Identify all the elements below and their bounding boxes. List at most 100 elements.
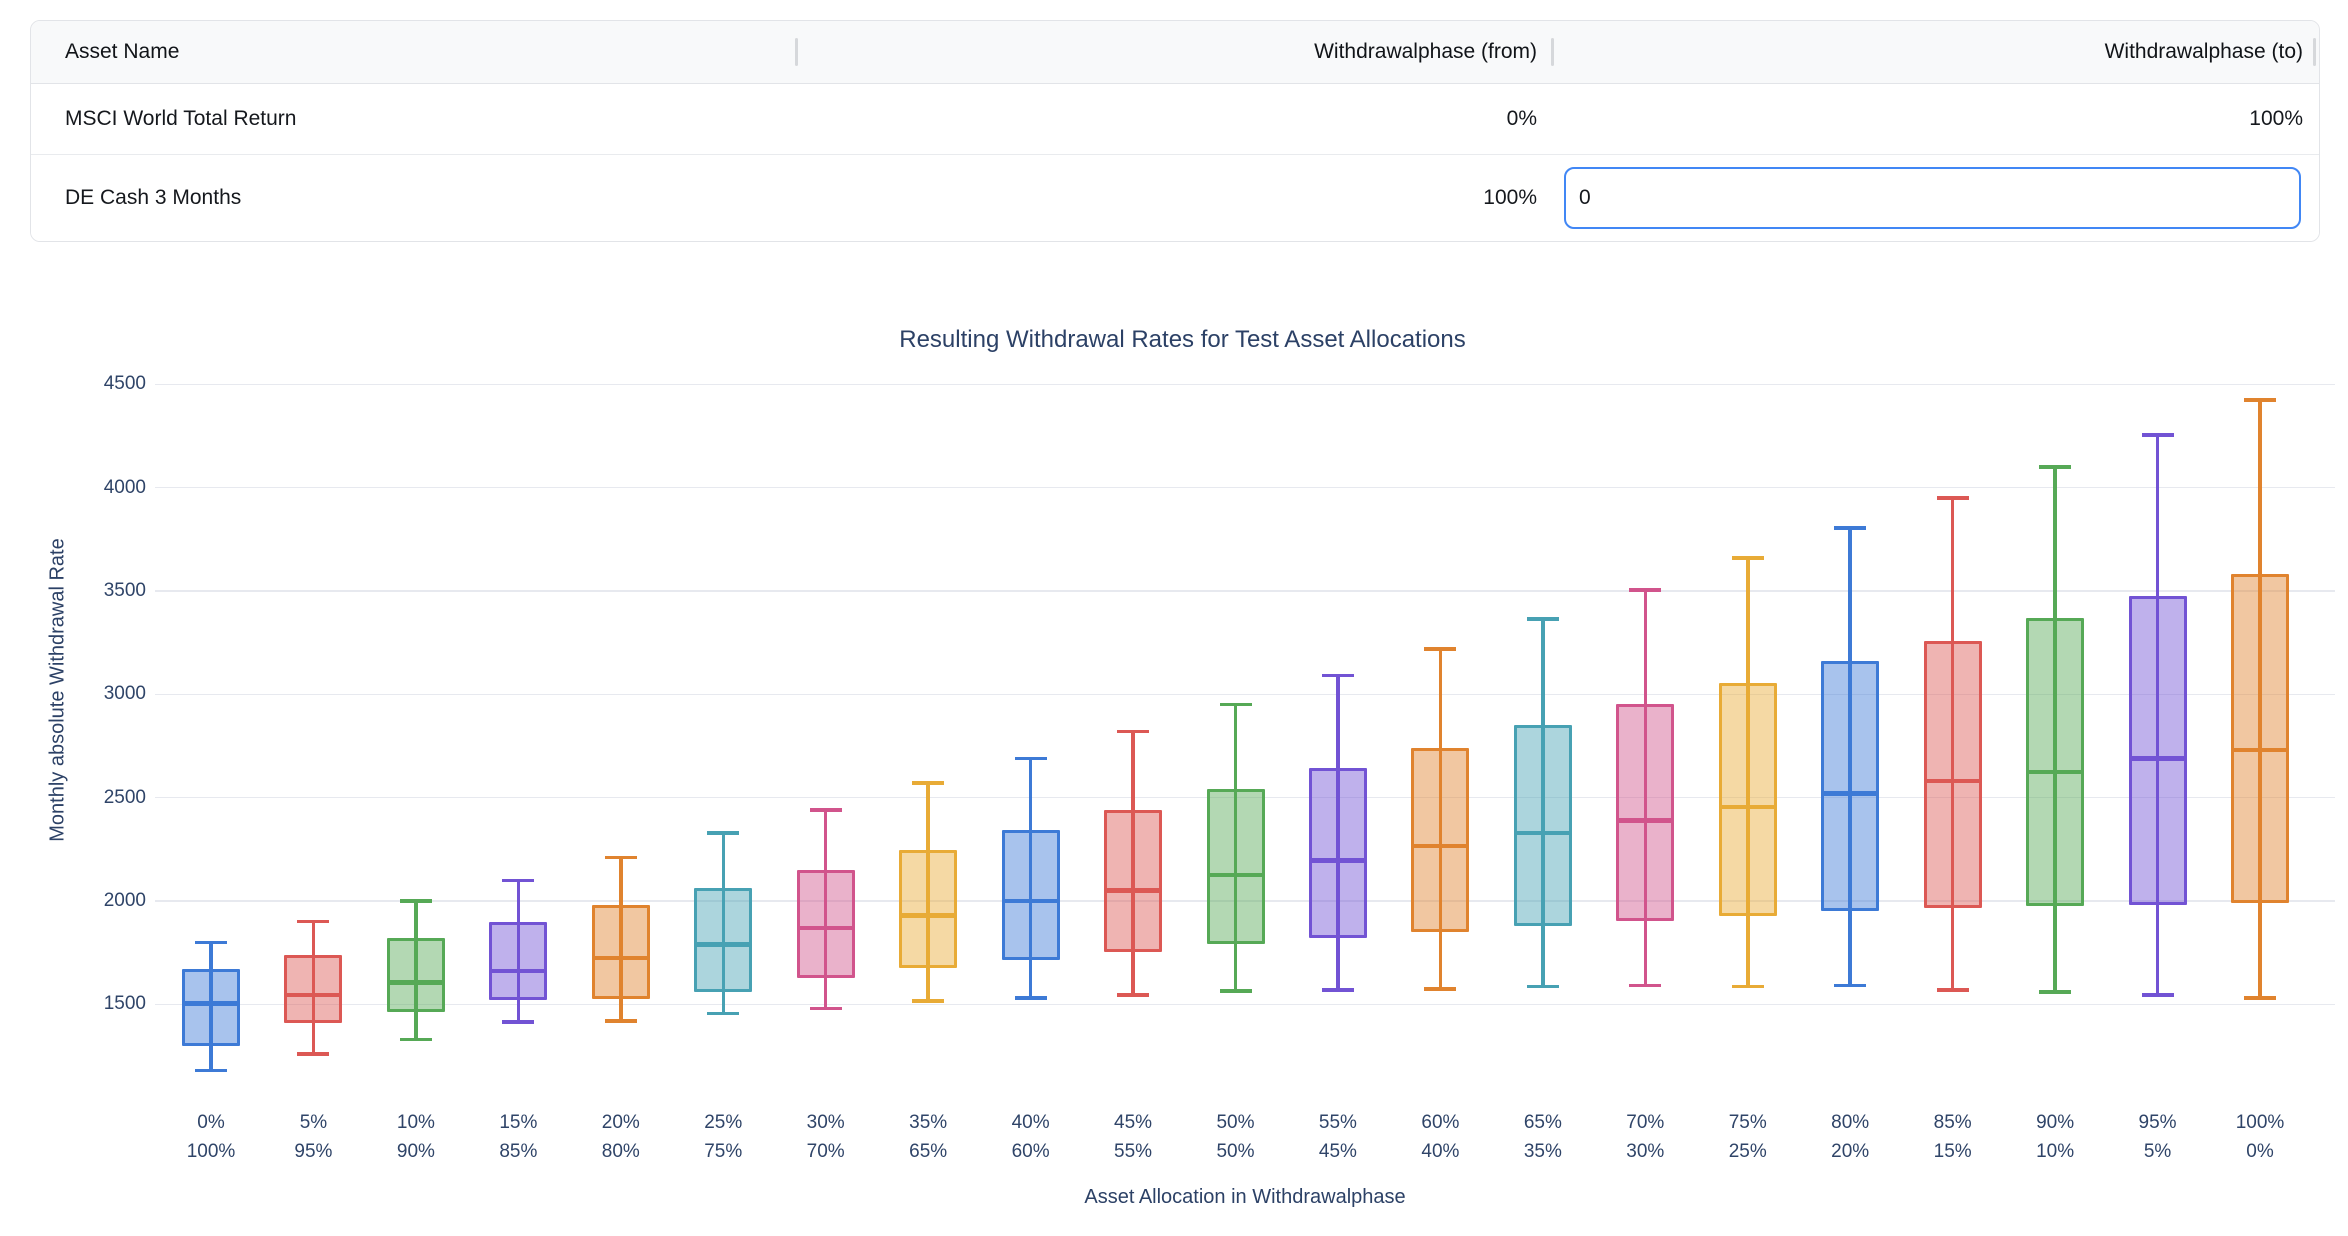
box-iqr[interactable] [796, 869, 855, 979]
x-tick-line-withdrawal: 15% [499, 1112, 538, 1133]
column-resize-handle[interactable] [2313, 38, 2316, 66]
median-line [2128, 756, 2187, 761]
box-iqr[interactable] [1821, 661, 1880, 912]
median-line [694, 942, 753, 947]
median-line [1308, 858, 1367, 863]
x-tick-line-cash: 90% [396, 1140, 435, 1162]
box-iqr[interactable] [1923, 640, 1982, 909]
box-iqr[interactable] [1513, 725, 1572, 926]
whisker-cap-top [809, 808, 842, 812]
whisker-cap-top [297, 919, 330, 924]
table-row: MSCI World Total Return 0% 100% [31, 84, 2319, 155]
box-iqr[interactable] [2128, 596, 2187, 906]
box-whisker-stem [414, 900, 418, 1040]
box-iqr[interactable] [1206, 789, 1265, 945]
x-tick-line-withdrawal: 40% [1011, 1112, 1050, 1133]
whisker-cap-top [1117, 729, 1150, 734]
box-iqr[interactable] [1308, 767, 1367, 939]
whisker-cap-bottom [297, 1052, 330, 1056]
median-line [182, 1001, 240, 1006]
asset-name-cell: MSCI World Total Return [65, 107, 297, 130]
whisker-cap-bottom [195, 1068, 227, 1073]
box-iqr[interactable] [489, 921, 548, 1001]
box-whisker-stem [1336, 675, 1340, 990]
box-iqr[interactable] [1104, 810, 1163, 952]
x-tick-line-cash: 35% [1523, 1140, 1562, 1162]
whisker-cap-top [2141, 433, 2174, 437]
column-resize-handle[interactable] [795, 38, 798, 66]
column-header-withdrawalphase-to: Withdrawalphase (to) [2104, 40, 2303, 63]
x-tick-label: 50% 50% [1176, 1109, 1296, 1166]
whisker-cap-bottom [2039, 990, 2072, 994]
box-whisker-stem [1541, 618, 1545, 987]
whisker-cap-bottom [1219, 989, 1252, 993]
x-tick-label: 45% 55% [1073, 1109, 1193, 1166]
whisker-cap-bottom [604, 1019, 637, 1023]
box-iqr[interactable] [1616, 703, 1675, 921]
whisker-cap-top [1834, 526, 1867, 530]
column-header-withdrawalphase-from: Withdrawalphase (from) [1314, 40, 1537, 63]
box-iqr[interactable] [1718, 682, 1777, 917]
asset-allocation-table: Asset Name Withdrawalphase (from) Withdr… [30, 20, 2320, 242]
box-iqr[interactable] [386, 938, 445, 1012]
median-line [1718, 804, 1777, 810]
asset-name-cell: DE Cash 3 Months [65, 186, 242, 209]
withdrawalphase-to-cell[interactable]: 100% [2249, 107, 2303, 130]
median-line [2231, 747, 2289, 753]
box-iqr[interactable] [2231, 574, 2289, 904]
whisker-cap-top [604, 855, 637, 860]
median-line [1001, 898, 1060, 904]
column-header-asset-name: Asset Name [65, 40, 180, 63]
box-iqr[interactable] [182, 969, 240, 1046]
x-tick-line-cash: 10% [2036, 1140, 2075, 1162]
x-tick-label: 100% 0% [2200, 1109, 2320, 1166]
x-tick-label: 80% 20% [1790, 1109, 1910, 1166]
x-tick-line-cash: 80% [601, 1140, 640, 1162]
median-line [591, 955, 650, 961]
box-whisker-stem [721, 832, 725, 1014]
gridline [155, 486, 2335, 489]
whisker-cap-top [1424, 647, 1457, 651]
x-tick-line-withdrawal: 65% [1523, 1112, 1562, 1133]
whisker-cap-bottom [1014, 996, 1047, 1000]
whisker-cap-bottom [399, 1037, 432, 1042]
x-tick-label: 30% 70% [766, 1109, 886, 1166]
median-line [1821, 791, 1880, 796]
median-line [796, 925, 855, 931]
x-tick-line-cash: 45% [1318, 1140, 1357, 1162]
box-iqr[interactable] [899, 850, 958, 969]
x-tick-line-withdrawal: 30% [806, 1112, 845, 1133]
box-whisker-stem [209, 942, 213, 1071]
box-iqr[interactable] [1001, 829, 1060, 960]
x-tick-label: 35% 65% [868, 1109, 988, 1166]
x-tick-label: 75% 25% [1688, 1109, 1808, 1166]
median-line [284, 992, 343, 998]
withdrawalphase-to-input[interactable] [1564, 167, 2301, 229]
box-iqr[interactable] [284, 954, 343, 1023]
whisker-cap-bottom [1936, 988, 1969, 992]
x-tick-line-cash: 15% [1933, 1140, 1972, 1162]
median-line [386, 980, 445, 985]
x-tick-line-cash: 25% [1728, 1140, 1767, 1162]
box-whisker-stem [2155, 434, 2160, 995]
box-iqr[interactable] [694, 887, 753, 992]
box-whisker-stem [1643, 589, 1648, 986]
withdrawalphase-from-cell[interactable]: 0% [1506, 107, 1537, 130]
column-resize-handle[interactable] [1551, 38, 1554, 66]
x-tick-label: 60% 40% [1380, 1109, 1500, 1166]
x-tick-line-cash: 95% [294, 1140, 333, 1162]
box-iqr[interactable] [2026, 617, 2085, 907]
gridline [155, 590, 2335, 592]
box-whisker-stem [1233, 704, 1238, 991]
table-header-row: Asset Name Withdrawalphase (from) Withdr… [31, 21, 2319, 84]
box-iqr[interactable] [1411, 748, 1470, 932]
x-tick-label: 20% 80% [561, 1109, 681, 1166]
box-iqr[interactable] [591, 905, 650, 1000]
x-tick-line-withdrawal: 5% [299, 1112, 328, 1133]
median-line [1206, 872, 1265, 878]
x-tick-line-withdrawal: 70% [1626, 1112, 1665, 1133]
median-line [1411, 843, 1470, 849]
box-whisker-stem [516, 880, 521, 1022]
withdrawalphase-from-cell[interactable]: 100% [1483, 186, 1537, 209]
